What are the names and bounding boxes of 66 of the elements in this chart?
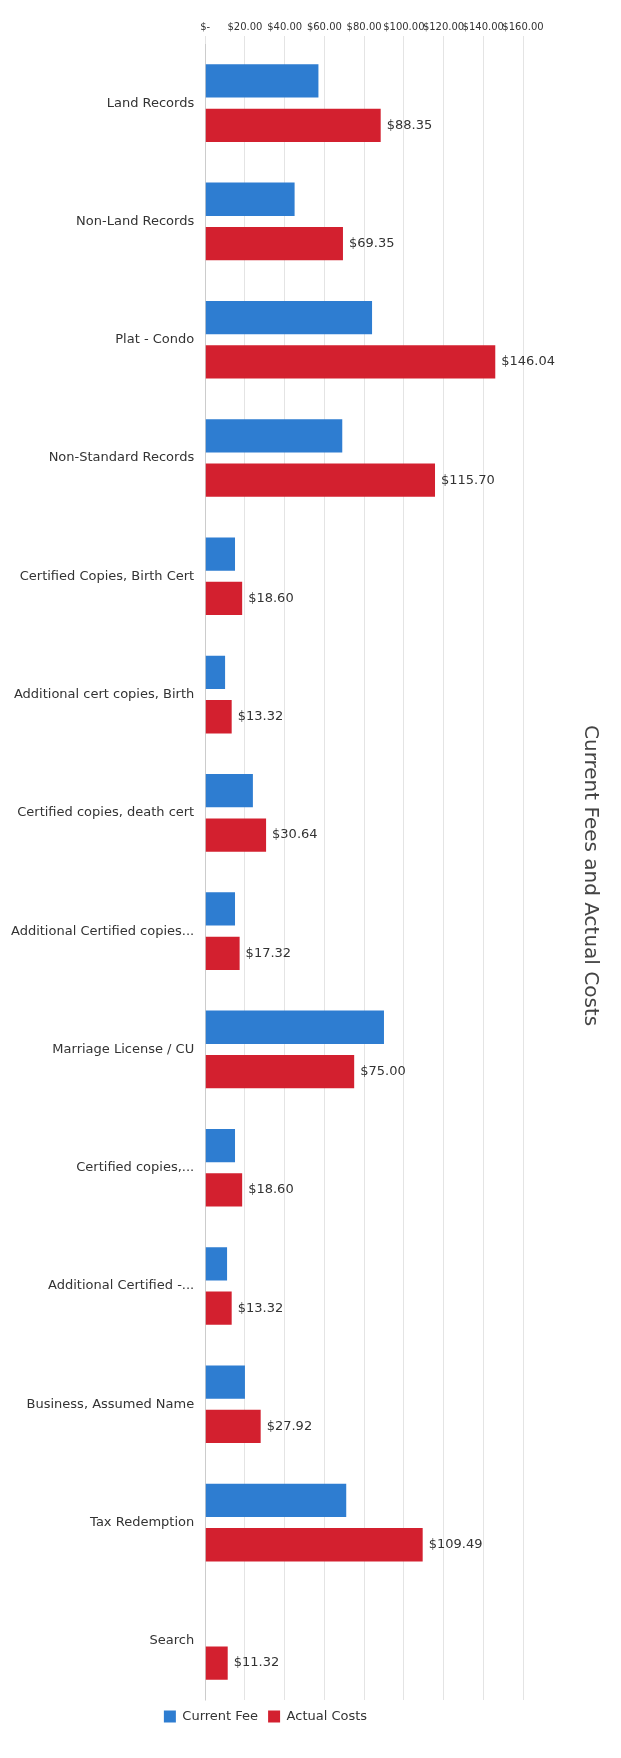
bar [205,1010,384,1044]
y-tick-label: Certified copies, death cert [17,804,195,820]
data-label: $88.35 [386,116,433,132]
bar [205,818,267,852]
bar [205,1409,261,1444]
bar [205,1646,228,1680]
x-tick-label: $80.00 [346,20,382,32]
x-tick-label: $- [200,20,211,32]
legend-label: Current Fee [182,1707,259,1723]
bar [205,419,343,453]
data-label: $115.70 [441,471,495,487]
bar [205,1128,236,1163]
data-label: $11.32 [233,1654,280,1670]
bar [205,64,319,98]
y-tick-label: Certified copies,... [76,1159,195,1175]
bar [205,1483,347,1518]
bar [205,581,243,616]
x-tick-label: $160.00 [502,20,544,32]
data-label: $17.32 [245,944,292,960]
data-label: $13.32 [237,1299,284,1315]
data-label: $30.64 [272,826,318,842]
bar [205,700,232,734]
bar [205,1054,355,1089]
y-tick-label: Business, Assumed Name [26,1395,195,1411]
bar [205,1365,245,1399]
bar [205,774,253,808]
y-tick-label: Certified Copies, Birth Cert [19,567,195,583]
bar [205,1291,232,1325]
data-label: $13.32 [237,708,284,724]
bar [205,1528,423,1562]
data-label: $69.35 [348,234,395,250]
bar [205,463,436,497]
x-tick-label: $100.00 [383,20,425,32]
y-tick-label: Tax Redemption [89,1513,195,1529]
y-tick-label: Search [149,1632,195,1648]
x-tick-label: $40.00 [267,20,303,32]
legend-label: Actual Costs [286,1707,368,1723]
data-label: $27.92 [266,1417,313,1433]
bar [205,300,373,335]
data-label: $75.00 [360,1062,406,1078]
y-tick-label: Non-Standard Records [48,449,195,465]
y-tick-label: Additional cert copies, Birth [13,685,195,701]
bar [205,226,343,261]
y-tick-label: Non-Land Records [76,212,195,228]
bar [205,108,381,142]
bar [205,936,240,970]
bar [205,345,496,379]
x-tick-label: $140.00 [462,20,504,32]
y-tick-label: Additional Certified copies... [10,922,195,938]
text: Current Fees and Actual Costs [579,724,604,1027]
data-label: $109.49 [428,1536,483,1552]
y-tick-label: Land Records [106,94,195,110]
x-tick-label: $60.00 [306,20,342,32]
y-tick-label: Additional Certified -... [48,1277,195,1293]
y-tick-label: Marriage License / CU [52,1040,195,1056]
bar [205,537,236,571]
x-tick-label: $20.00 [227,20,263,32]
data-label: $18.60 [248,1181,294,1197]
bar [205,182,295,216]
data-label: $18.60 [248,589,294,605]
data-label: $146.04 [501,353,556,369]
bar [205,892,236,926]
bar [205,1173,243,1207]
bar [205,655,226,690]
bar [205,1247,228,1281]
y-tick-label: Plat - Condo [115,331,195,347]
